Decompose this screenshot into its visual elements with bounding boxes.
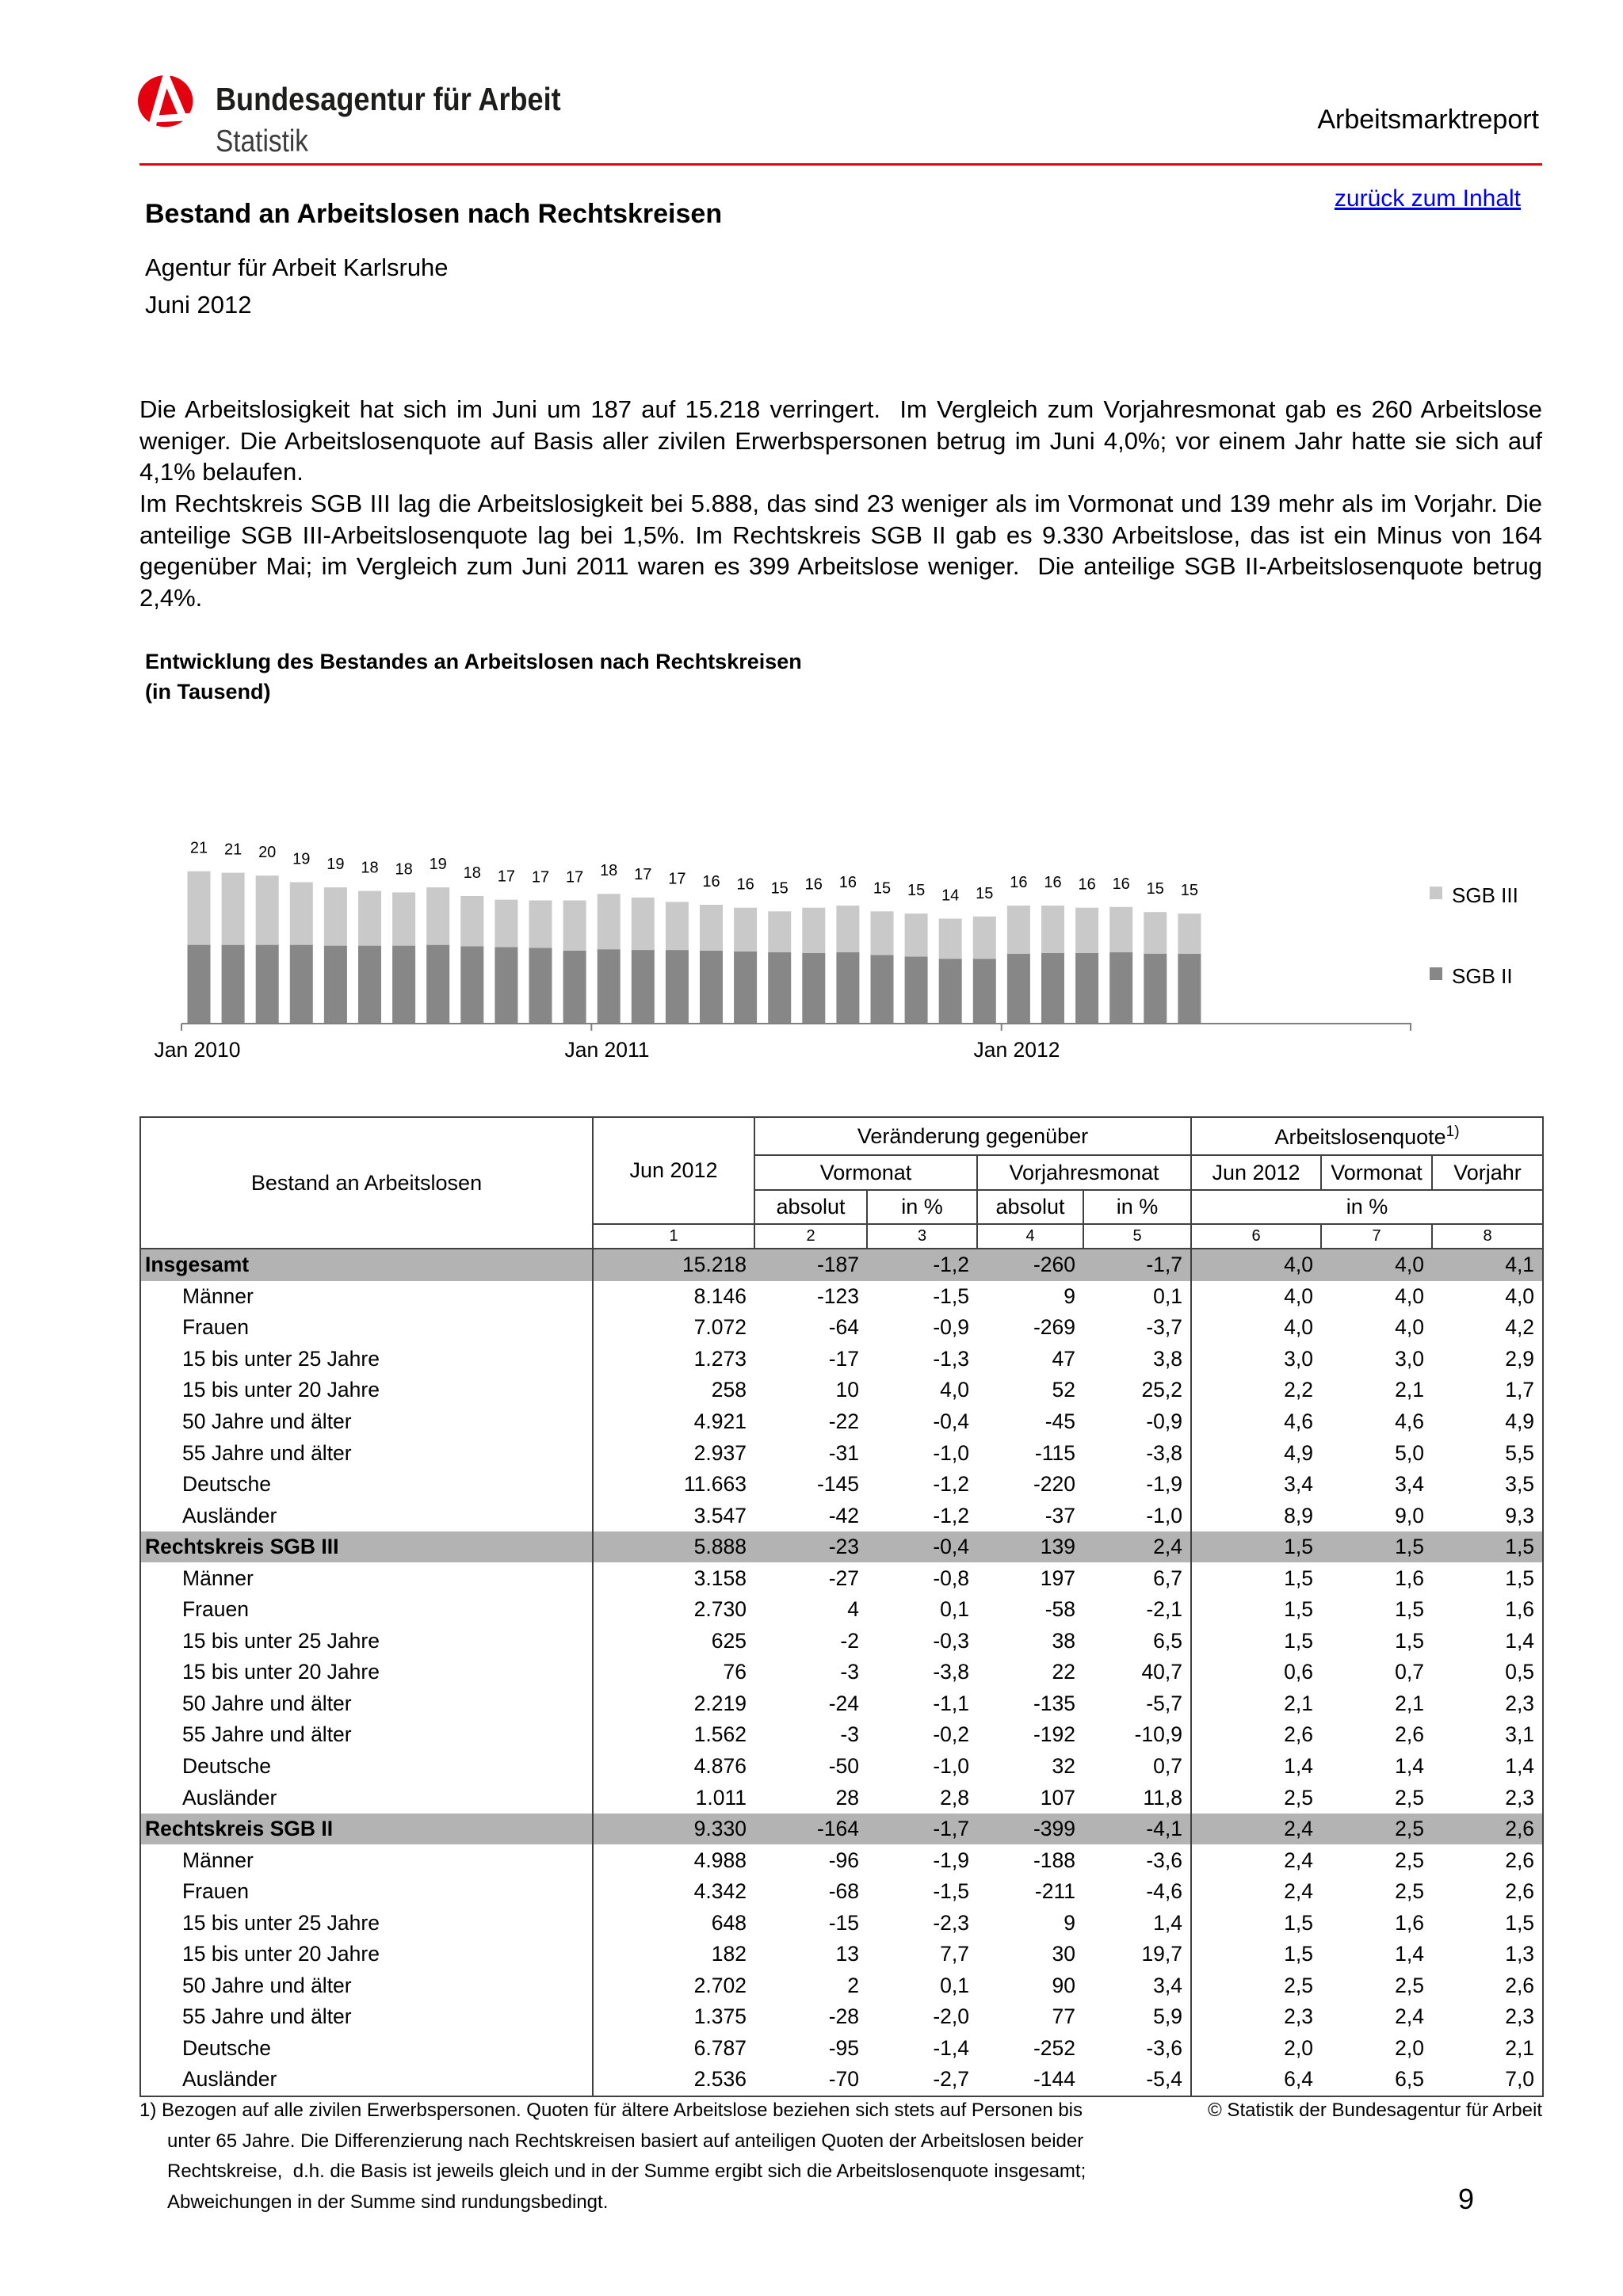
svg-text:16: 16 xyxy=(702,873,720,891)
svg-text:15: 15 xyxy=(1181,882,1198,899)
svg-text:18: 18 xyxy=(395,860,412,878)
svg-text:15: 15 xyxy=(976,885,993,902)
svg-text:17: 17 xyxy=(498,868,515,886)
svg-text:18: 18 xyxy=(361,860,378,877)
svg-text:19: 19 xyxy=(292,851,310,868)
svg-text:19: 19 xyxy=(327,856,344,873)
svg-text:16: 16 xyxy=(1044,874,1061,891)
svg-text:17: 17 xyxy=(668,870,685,887)
svg-text:15: 15 xyxy=(1147,880,1164,898)
svg-text:17: 17 xyxy=(634,866,651,883)
svg-text:21: 21 xyxy=(190,840,208,857)
svg-text:14: 14 xyxy=(941,887,959,905)
svg-text:SGB III: SGB III xyxy=(1452,883,1518,907)
svg-text:16: 16 xyxy=(1078,876,1095,894)
svg-text:18: 18 xyxy=(464,864,481,882)
svg-text:15: 15 xyxy=(907,882,925,899)
svg-text:21: 21 xyxy=(224,841,242,859)
svg-text:17: 17 xyxy=(566,869,583,887)
svg-text:18: 18 xyxy=(600,862,617,879)
svg-text:16: 16 xyxy=(1010,874,1027,891)
svg-text:Jan 2011: Jan 2011 xyxy=(564,1038,649,1062)
svg-text:16: 16 xyxy=(736,876,754,894)
svg-text:19: 19 xyxy=(430,856,447,873)
svg-text:SGB II: SGB II xyxy=(1452,964,1513,988)
svg-text:15: 15 xyxy=(771,879,789,897)
svg-text:20: 20 xyxy=(258,844,276,861)
svg-text:15: 15 xyxy=(873,879,891,897)
svg-text:16: 16 xyxy=(1113,875,1130,893)
svg-text:Jan 2012: Jan 2012 xyxy=(973,1038,1060,1062)
svg-text:17: 17 xyxy=(532,869,549,887)
svg-text:16: 16 xyxy=(839,874,857,891)
svg-text:Jan 2010: Jan 2010 xyxy=(154,1038,240,1062)
svg-text:16: 16 xyxy=(805,876,823,894)
